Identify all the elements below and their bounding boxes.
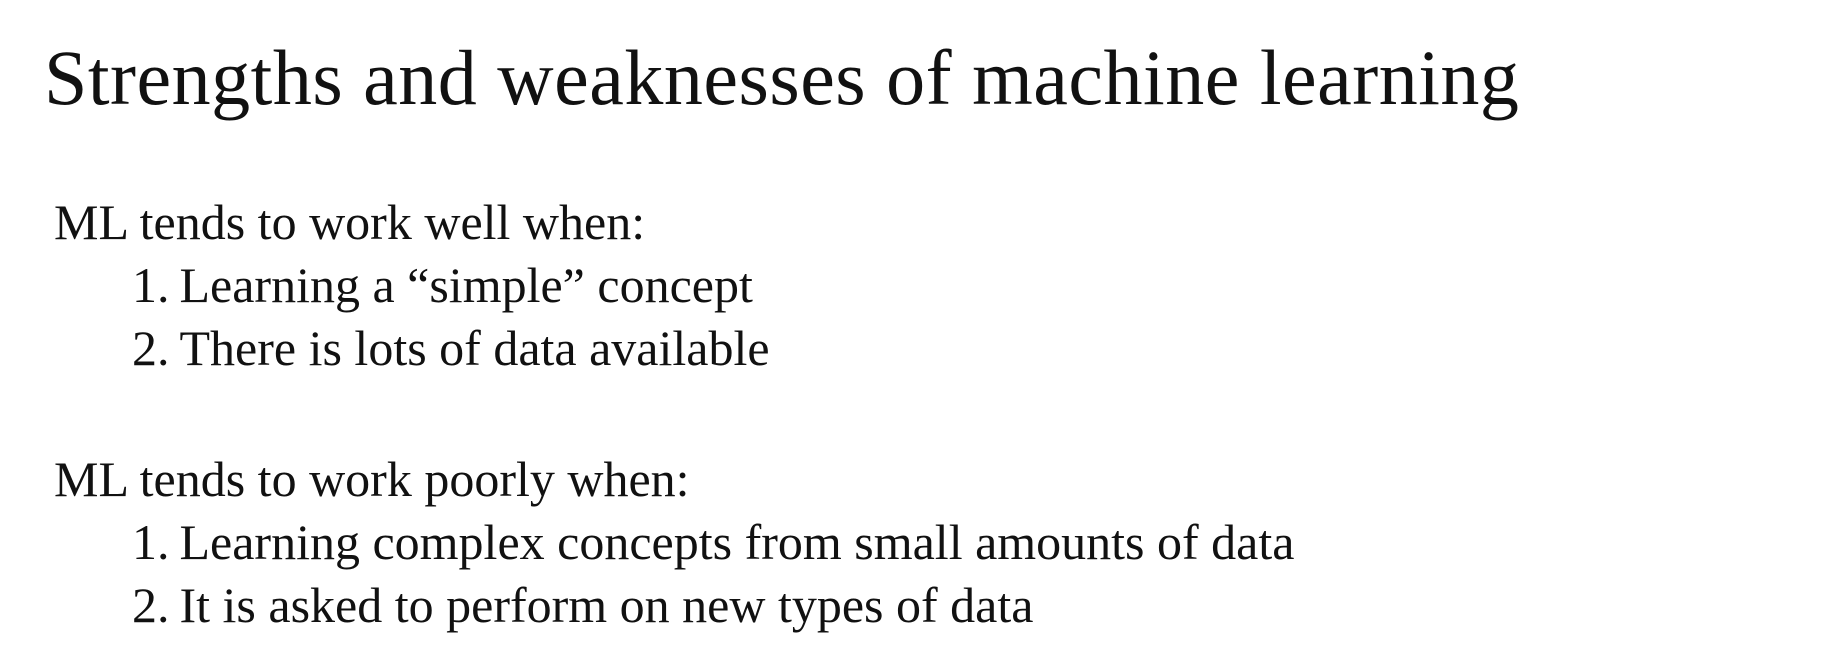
item-text: It is asked to perform on new types of d…	[179, 577, 1034, 633]
strengths-section: ML tends to work well when: 1. Learning a…	[54, 190, 770, 380]
list-item: 2. It is asked to perform on new types of…	[132, 574, 1294, 637]
item-text: Learning complex concepts from small amo…	[179, 514, 1295, 570]
list-item: 1. Learning complex concepts from small a…	[132, 511, 1294, 574]
weaknesses-section: ML tends to work poorly when: 1. Learning…	[54, 447, 1294, 637]
item-number: 2.	[132, 320, 170, 376]
list-item: 2. There is lots of data available	[132, 317, 770, 380]
slide-title: Strengths and weaknesses of machine lear…	[44, 34, 1520, 121]
item-number: 1.	[132, 257, 170, 313]
item-text: There is lots of data available	[179, 320, 770, 376]
item-number: 1.	[132, 514, 170, 570]
list-item: 1. Learning a “simple” concept	[132, 254, 770, 317]
strengths-list: 1. Learning a “simple” concept 2. There is…	[54, 254, 770, 380]
weaknesses-list: 1. Learning complex concepts from small a…	[54, 511, 1294, 637]
section-heading: ML tends to work well when:	[54, 194, 646, 250]
section-heading: ML tends to work poorly when:	[54, 451, 690, 507]
item-text: Learning a “simple” concept	[179, 257, 753, 313]
item-number: 2.	[132, 577, 170, 633]
